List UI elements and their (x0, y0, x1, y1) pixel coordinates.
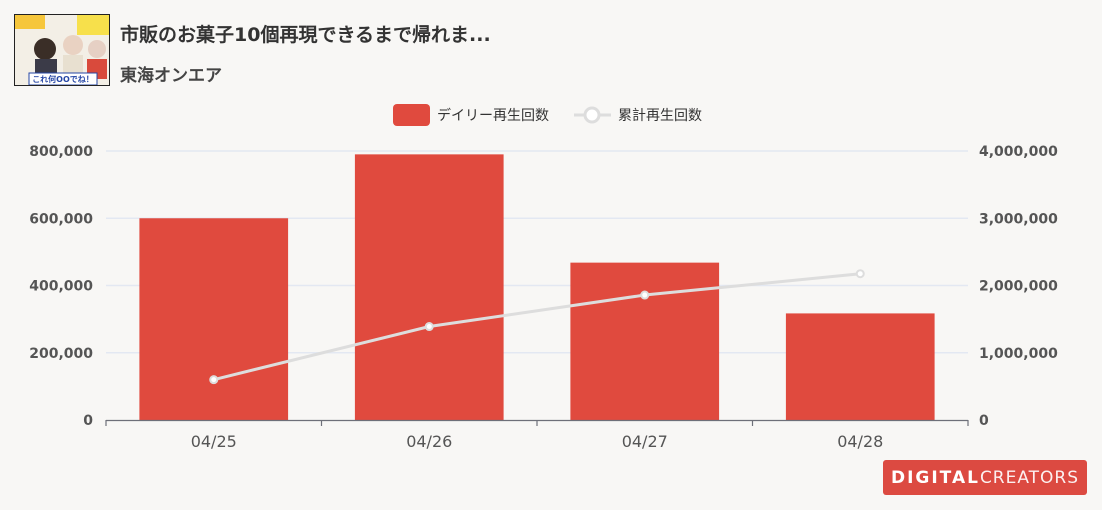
y-right-tick-label: 3,000,000 (979, 211, 1058, 227)
video-header: これ何OOでね！ 市販のお菓子10個再現できるまで帰れま... 東海オンエア (14, 14, 491, 88)
line-point (640, 290, 650, 300)
bar (785, 313, 935, 420)
y-left-tick-label: 200,000 (29, 346, 93, 362)
y-right-tick-label: 2,000,000 (979, 279, 1058, 295)
legend-item-bar[interactable]: デイリー再生回数 (393, 104, 549, 126)
y-left-tick-label: 800,000 (29, 144, 93, 160)
legend-item-line[interactable]: 累計再生回数 (574, 106, 702, 124)
bar (139, 218, 289, 420)
digital-creators-logo: DIGITALCREATORS (883, 460, 1087, 495)
channel-name[interactable]: 東海オンエア (120, 66, 222, 86)
legend-bar-swatch (393, 104, 430, 126)
x-tick-label: 04/26 (406, 432, 452, 451)
line-point (424, 322, 434, 332)
legend-bar-label: デイリー再生回数 (437, 107, 549, 124)
line-point (209, 375, 219, 385)
thumbnail-caption: これ何OOでね！ (32, 74, 94, 84)
chart-legend[interactable]: デイリー再生回数 累計再生回数 (393, 104, 702, 126)
y-right-tick-label: 0 (979, 413, 989, 429)
line-path (213, 272, 861, 382)
video-title[interactable]: 市販のお菓子10個再現できるまで帰れま... (120, 24, 491, 46)
logo-text-bold: DIGITAL (890, 467, 980, 488)
x-tick-label: 04/27 (622, 432, 668, 451)
y-right-tick-label: 1,000,000 (979, 346, 1058, 362)
bar (570, 262, 720, 420)
legend-line-label: 累計再生回数 (618, 108, 702, 124)
legend-line-marker (583, 106, 601, 124)
bar (354, 154, 504, 421)
y-left-tick-label: 0 (83, 413, 93, 429)
line-point (855, 269, 865, 279)
logo-text-light: CREATORS (979, 467, 1080, 488)
y-left-tick-label: 400,000 (29, 279, 93, 295)
x-tick-label: 04/25 (191, 432, 237, 451)
axes (105, 419, 969, 426)
video-thumbnail[interactable]: これ何OOでね！ (14, 14, 110, 86)
y-right-tick-label: 4,000,000 (979, 144, 1058, 160)
x-tick-label: 04/28 (837, 432, 883, 451)
tick-labels: 0 0 200,000 1,000,000 400,000 2,000,000 600,00… (29, 144, 1058, 451)
line-series (209, 269, 865, 385)
y-left-tick-label: 600,000 (29, 211, 93, 227)
bar-series (139, 154, 935, 421)
